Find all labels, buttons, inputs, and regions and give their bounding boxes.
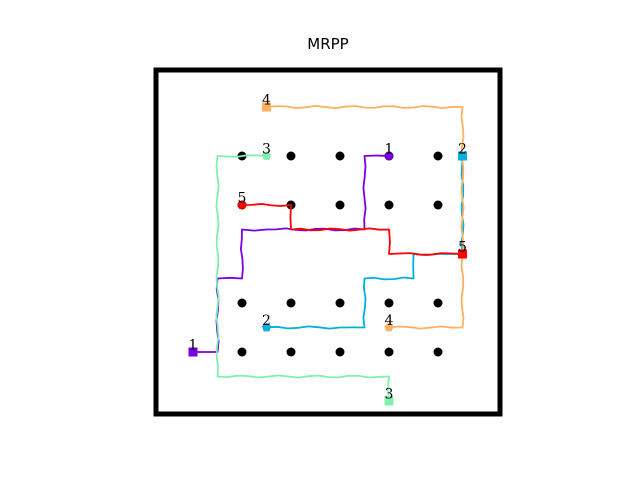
agent-4-start-marker [384, 322, 394, 332]
agent-2-goal-label: 2 [458, 142, 467, 158]
obstacle-dot [286, 151, 296, 161]
obstacle-dot [433, 347, 443, 357]
agent-5-goal-label: 5 [238, 191, 247, 207]
agent-5-start-label: 5 [458, 240, 467, 256]
agent-2-goal-marker [458, 151, 467, 161]
agent-5-path [241, 203, 464, 256]
agent-labels: 1 1 2 2 3 3 4 4 5 5 [189, 93, 467, 403]
agent-1-start-marker [188, 347, 198, 357]
obstacle-dot [286, 347, 296, 357]
obstacle-dot [433, 151, 443, 161]
obstacle-dot [433, 298, 443, 308]
obstacle-dot [335, 347, 345, 357]
agent-3-goal-label: 3 [262, 142, 271, 158]
obstacle-dot [335, 200, 345, 210]
agent-5-goal-marker [237, 200, 247, 209]
obstacle-dot [433, 200, 443, 210]
agent-4-start-label: 4 [385, 313, 394, 329]
agent-1-start-label: 1 [189, 338, 198, 354]
agent-3-goal-marker [261, 151, 272, 160]
agent-2-start-marker [261, 322, 272, 332]
obstacle-dot [384, 200, 394, 210]
obstacle-dot [237, 298, 247, 308]
obstacle-dot [335, 151, 345, 161]
figure-title: MRPP [307, 35, 348, 53]
obstacle-dot [384, 298, 394, 308]
agent-5-start-marker [458, 249, 467, 259]
map-boundary [153, 67, 503, 417]
agent-1-goal-marker [384, 151, 394, 160]
obstacle-dot [237, 347, 247, 357]
obstacle-dot [335, 298, 345, 308]
agent-3-start-label: 3 [385, 387, 394, 403]
agent-4-goal-marker [262, 102, 271, 112]
agent-markers [188, 102, 467, 406]
agent-2-path [265, 155, 465, 330]
agent-3-start-marker [384, 396, 394, 406]
agent-3-path [215, 154, 390, 402]
obstacle-dot [384, 347, 394, 357]
agent-4-goal-label: 4 [262, 93, 271, 109]
obstacle-dot [286, 298, 296, 308]
agent-1-goal-label: 1 [385, 142, 394, 158]
agent-2-start-label: 2 [262, 313, 271, 329]
